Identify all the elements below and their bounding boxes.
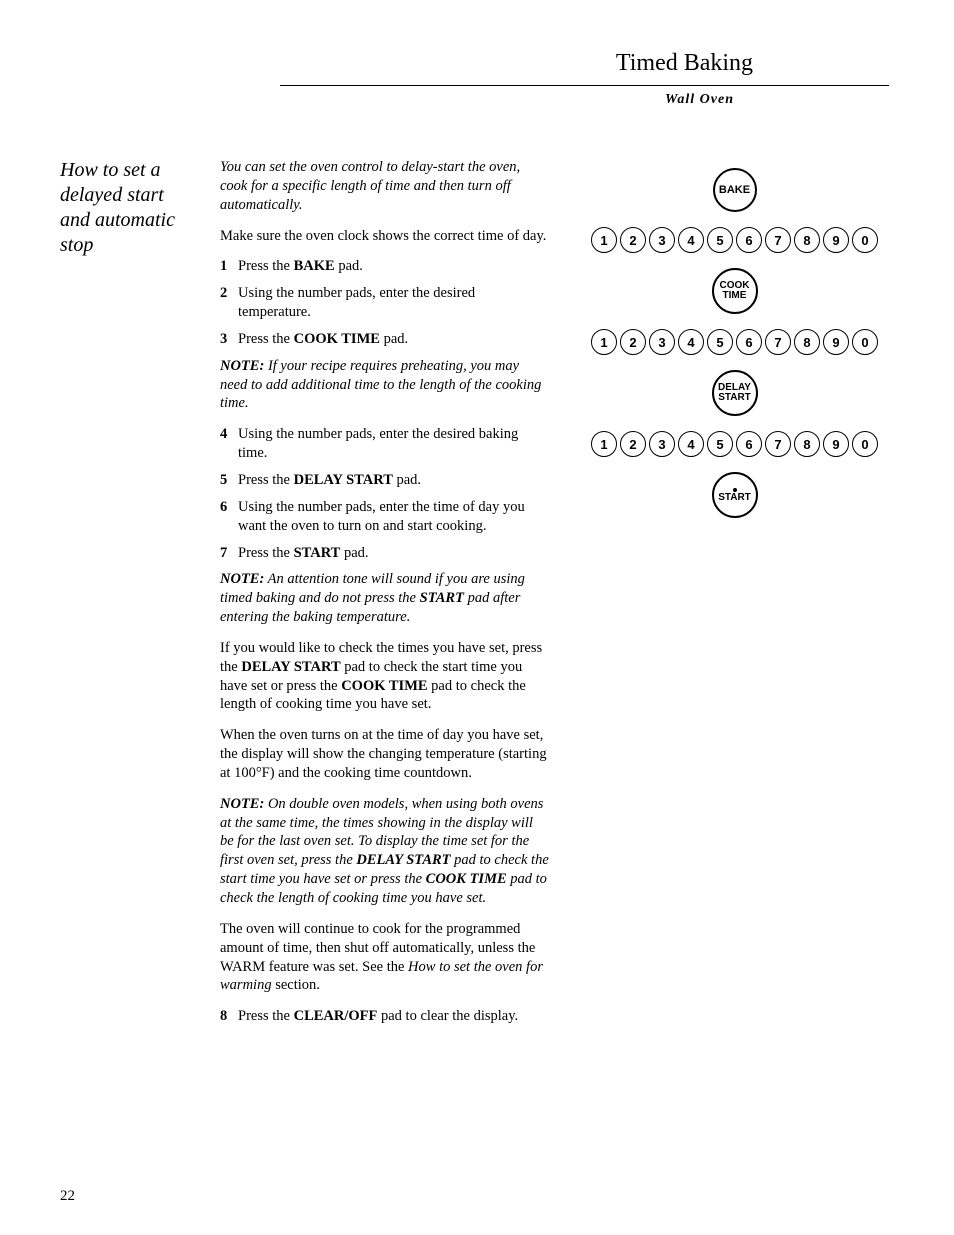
step-number: 1 xyxy=(220,257,238,276)
num-button-icon: 3 xyxy=(649,227,675,253)
intro-paragraph: You can set the oven control to delay-st… xyxy=(220,158,550,215)
page-title: Timed Baking xyxy=(280,50,889,77)
num-button-icon: 5 xyxy=(707,329,733,355)
start-button-icon: START xyxy=(712,472,758,518)
body-text: You can set the oven control to delay-st… xyxy=(220,158,550,1034)
num-button-icon: 6 xyxy=(736,329,762,355)
num-button-icon: 8 xyxy=(794,329,820,355)
num-button-icon: 8 xyxy=(794,431,820,457)
control-diagram: BAKE 1 2 3 4 5 6 7 8 9 0 COOKTIME 1 2 xyxy=(580,168,889,518)
diagram-column: BAKE 1 2 3 4 5 6 7 8 9 0 COOKTIME 1 2 xyxy=(580,158,889,1034)
num-button-icon: 4 xyxy=(678,227,704,253)
num-button-icon: 0 xyxy=(852,431,878,457)
step-number: 3 xyxy=(220,330,238,349)
check-paragraph: If you would like to check the times you… xyxy=(220,639,550,714)
step-8: 8 Press the CLEAR/OFF pad to clear the d… xyxy=(220,1007,550,1026)
step-text: Using the number pads, enter the desired… xyxy=(238,284,550,322)
num-button-icon: 7 xyxy=(765,431,791,457)
sidebar-heading: How to set a delayed start and automatic… xyxy=(60,158,190,258)
step-number: 4 xyxy=(220,425,238,463)
num-button-icon: 5 xyxy=(707,431,733,457)
step-5: 5 Press the DELAY START pad. xyxy=(220,471,550,490)
step-number: 2 xyxy=(220,284,238,322)
clock-note: Make sure the oven clock shows the corre… xyxy=(220,227,550,246)
step-number: 5 xyxy=(220,471,238,490)
header-rule xyxy=(280,85,889,86)
cook-time-button-icon: COOKTIME xyxy=(712,268,758,314)
step-text: Using the number pads, enter the desired… xyxy=(238,425,550,463)
num-button-icon: 7 xyxy=(765,227,791,253)
delay-start-button-icon: DELAYSTART xyxy=(712,370,758,416)
step-text: Press the COOK TIME pad. xyxy=(238,330,550,349)
num-button-icon: 3 xyxy=(649,431,675,457)
num-button-icon: 2 xyxy=(620,329,646,355)
num-button-icon: 8 xyxy=(794,227,820,253)
num-button-icon: 0 xyxy=(852,329,878,355)
header: Timed Baking Wall Oven xyxy=(280,50,889,108)
step-7: 7 Press the START pad. xyxy=(220,544,550,563)
page-number: 22 xyxy=(60,1188,75,1205)
note-1: NOTE: If your recipe requires preheating… xyxy=(220,357,550,414)
note-3: NOTE: On double oven models, when using … xyxy=(220,795,550,908)
step-text: Using the number pads, enter the time of… xyxy=(238,498,550,536)
num-button-icon: 9 xyxy=(823,431,849,457)
step-1: 1 Press the BAKE pad. xyxy=(220,257,550,276)
step-number: 7 xyxy=(220,544,238,563)
step-6: 6 Using the number pads, enter the time … xyxy=(220,498,550,536)
sidebar: How to set a delayed start and automatic… xyxy=(60,158,190,1034)
step-text: Press the DELAY START pad. xyxy=(238,471,550,490)
num-button-icon: 3 xyxy=(649,329,675,355)
step-number: 8 xyxy=(220,1007,238,1026)
number-pad-row: 1 2 3 4 5 6 7 8 9 0 xyxy=(591,329,878,355)
num-button-icon: 1 xyxy=(591,431,617,457)
num-button-icon: 9 xyxy=(823,329,849,355)
step-2: 2 Using the number pads, enter the desir… xyxy=(220,284,550,322)
number-pad-row: 1 2 3 4 5 6 7 8 9 0 xyxy=(591,431,878,457)
number-pad-row: 1 2 3 4 5 6 7 8 9 0 xyxy=(591,227,878,253)
num-button-icon: 4 xyxy=(678,431,704,457)
step-3: 3 Press the COOK TIME pad. xyxy=(220,330,550,349)
note-2: NOTE: An attention tone will sound if yo… xyxy=(220,570,550,627)
bake-button-icon: BAKE xyxy=(713,168,757,212)
step-text: Press the BAKE pad. xyxy=(238,257,550,276)
num-button-icon: 7 xyxy=(765,329,791,355)
num-button-icon: 2 xyxy=(620,227,646,253)
step-text: Press the START pad. xyxy=(238,544,550,563)
step-number: 6 xyxy=(220,498,238,536)
num-button-icon: 6 xyxy=(736,227,762,253)
num-button-icon: 9 xyxy=(823,227,849,253)
step-text: Press the CLEAR/OFF pad to clear the dis… xyxy=(238,1007,550,1026)
num-button-icon: 4 xyxy=(678,329,704,355)
step-4: 4 Using the number pads, enter the desir… xyxy=(220,425,550,463)
num-button-icon: 2 xyxy=(620,431,646,457)
num-button-icon: 1 xyxy=(591,227,617,253)
continue-paragraph: The oven will continue to cook for the p… xyxy=(220,920,550,995)
oven-on-paragraph: When the oven turns on at the time of da… xyxy=(220,726,550,783)
num-button-icon: 5 xyxy=(707,227,733,253)
num-button-icon: 1 xyxy=(591,329,617,355)
num-button-icon: 6 xyxy=(736,431,762,457)
page-subtitle: Wall Oven xyxy=(280,92,889,108)
num-button-icon: 0 xyxy=(852,227,878,253)
